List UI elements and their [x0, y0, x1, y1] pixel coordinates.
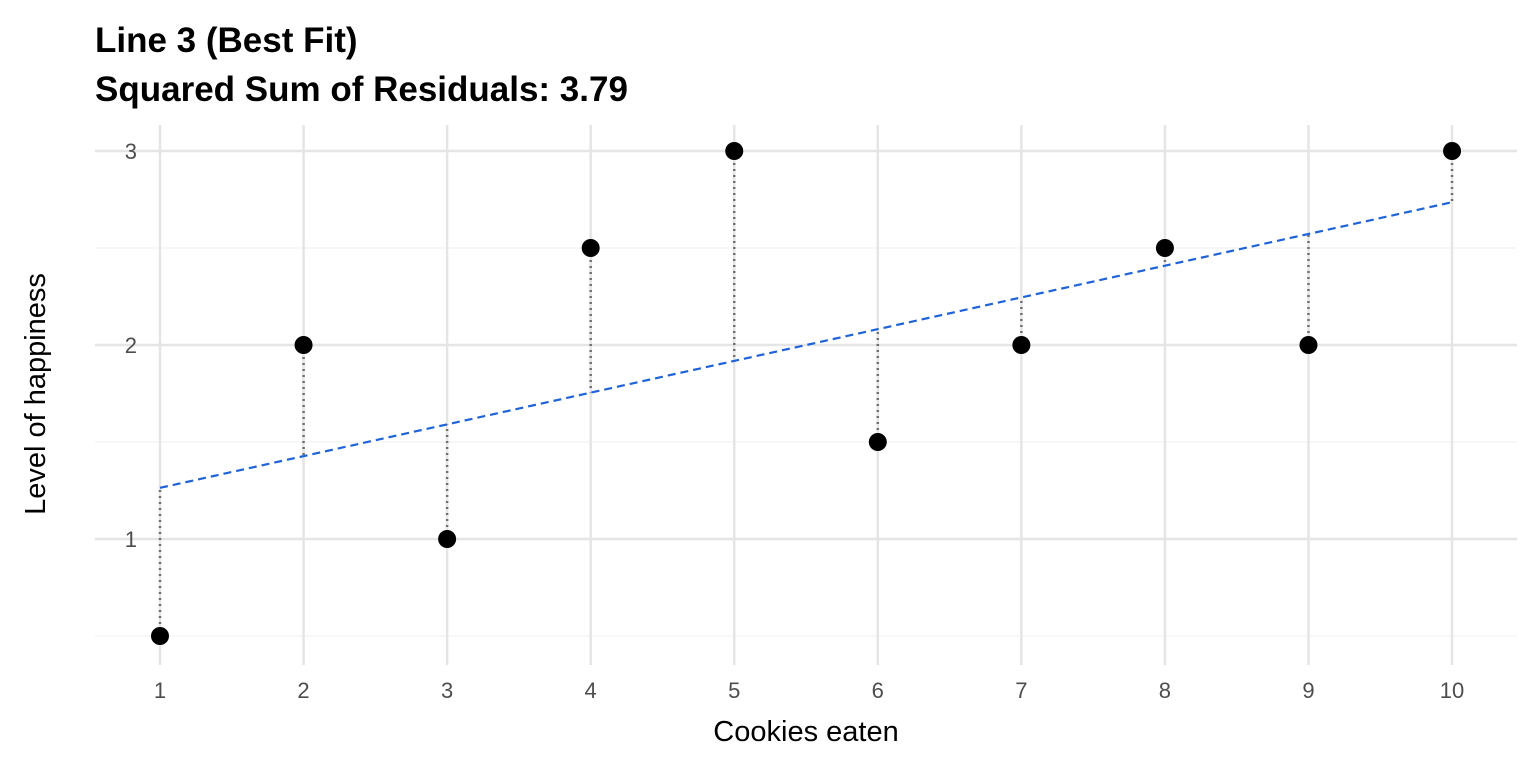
y-tick-label: 3: [125, 139, 137, 164]
y-axis-ticks: 1 2 3: [125, 139, 137, 552]
y-tick-label: 1: [125, 527, 137, 552]
data-point: [581, 239, 600, 257]
data-point: [151, 627, 169, 645]
x-tick-label: 7: [1015, 678, 1027, 703]
x-tick-label: 5: [728, 678, 740, 703]
residual-lines: [158, 151, 1454, 636]
x-tick-label: 2: [297, 678, 309, 703]
data-point: [868, 433, 887, 451]
data-point: [1299, 336, 1318, 354]
x-tick-label: 6: [872, 678, 884, 703]
y-axis-title: Level of happiness: [20, 273, 52, 515]
data-point: [725, 142, 744, 160]
data-point: [1155, 239, 1174, 257]
x-tick-label: 4: [585, 678, 597, 703]
data-point: [1012, 336, 1031, 354]
y-tick-label: 2: [125, 333, 137, 358]
gridlines: [95, 125, 1517, 665]
x-axis-ticks: 1 2 3 4 5 6 7 8 9 10: [154, 678, 1464, 703]
x-tick-label: 3: [441, 678, 453, 703]
data-points: [151, 142, 1462, 645]
x-axis-title: Cookies eaten: [713, 716, 898, 748]
data-point: [294, 336, 313, 354]
data-point: [1443, 142, 1462, 160]
x-tick-label: 9: [1302, 678, 1314, 703]
x-tick-label: 1: [154, 678, 166, 703]
x-tick-label: 8: [1159, 678, 1171, 703]
chart-subtitle: Squared Sum of Residuals: 3.79: [95, 70, 628, 109]
data-point: [438, 530, 457, 548]
x-tick-label: 10: [1440, 678, 1464, 703]
chart-title: Line 3 (Best Fit): [95, 21, 358, 60]
